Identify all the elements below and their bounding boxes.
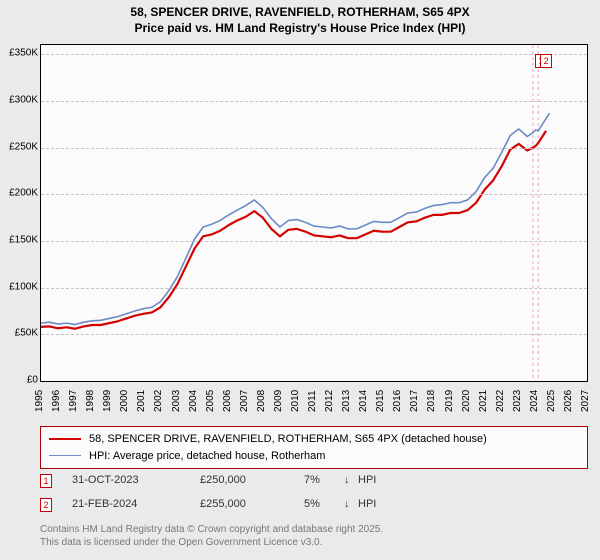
- txn-price: £255,000: [200, 498, 304, 510]
- gridline: [41, 288, 587, 289]
- copyright-line-2: This data is licensed under the Open Gov…: [40, 537, 383, 550]
- legend-row: 58, SPENCER DRIVE, RAVENFIELD, ROTHERHAM…: [49, 431, 579, 448]
- x-tick-label: 2007: [239, 390, 250, 412]
- x-tick-label: 2021: [478, 390, 489, 412]
- x-tick-label: 2010: [290, 390, 301, 412]
- x-tick-label: 2013: [341, 390, 352, 412]
- series-hpi: [41, 113, 549, 324]
- x-tick-label: 2018: [426, 390, 437, 412]
- y-tick-label: £300K: [0, 95, 40, 106]
- x-tick-label: 1999: [102, 390, 113, 412]
- x-tick-label: 1997: [68, 390, 79, 412]
- x-tick-label: 2004: [188, 390, 199, 412]
- y-tick-label: £100K: [0, 281, 40, 292]
- x-tick-label: 2011: [307, 390, 318, 412]
- x-tick-label: 1995: [34, 390, 45, 412]
- gridline: [41, 241, 587, 242]
- x-tick-label: 2027: [580, 390, 591, 412]
- txn-vs-hpi: HPI: [358, 498, 398, 510]
- title-line-1: 58, SPENCER DRIVE, RAVENFIELD, ROTHERHAM…: [0, 4, 600, 20]
- x-tick-label: 2012: [324, 390, 335, 412]
- x-tick-label: 2026: [563, 390, 574, 412]
- x-tick-label: 2015: [375, 390, 386, 412]
- x-tick-label: 2009: [273, 390, 284, 412]
- legend-label: 58, SPENCER DRIVE, RAVENFIELD, ROTHERHAM…: [89, 431, 487, 448]
- txn-vs-hpi: HPI: [358, 474, 398, 486]
- x-tick-label: 2024: [529, 390, 540, 412]
- plot-marker-2: 2: [540, 54, 552, 68]
- x-tick-label: 2005: [205, 390, 216, 412]
- x-tick-label: 2003: [171, 390, 182, 412]
- x-tick-label: 1996: [51, 390, 62, 412]
- gridline: [41, 148, 587, 149]
- y-tick-label: £150K: [0, 235, 40, 246]
- legend-label: HPI: Average price, detached house, Roth…: [89, 448, 325, 465]
- x-tick-label: 2000: [119, 390, 130, 412]
- txn-marker-2: 2: [40, 498, 52, 512]
- transaction-row: 31-OCT-2023£250,0007%↓HPI: [72, 474, 582, 486]
- y-tick-label: £200K: [0, 188, 40, 199]
- x-tick-label: 2025: [546, 390, 557, 412]
- gridline: [41, 194, 587, 195]
- y-tick-label: £350K: [0, 48, 40, 59]
- legend-swatch: [49, 455, 81, 456]
- y-tick-label: £50K: [0, 328, 40, 339]
- down-arrow-icon: ↓: [344, 474, 358, 486]
- x-tick-label: 2016: [392, 390, 403, 412]
- transaction-row: 21-FEB-2024£255,0005%↓HPI: [72, 498, 582, 510]
- x-tick-label: 2019: [444, 390, 455, 412]
- gridline: [41, 101, 587, 102]
- legend-box: 58, SPENCER DRIVE, RAVENFIELD, ROTHERHAM…: [40, 426, 588, 469]
- y-tick-label: £0: [0, 375, 40, 386]
- x-tick-label: 2006: [222, 390, 233, 412]
- gridline: [41, 334, 587, 335]
- x-tick-label: 2001: [136, 390, 147, 412]
- txn-pct: 7%: [304, 474, 344, 486]
- x-tick-label: 2014: [358, 390, 369, 412]
- txn-pct: 5%: [304, 498, 344, 510]
- series-price_paid: [41, 131, 546, 329]
- copyright: Contains HM Land Registry data © Crown c…: [40, 524, 383, 549]
- down-arrow-icon: ↓: [344, 498, 358, 510]
- x-tick-label: 2017: [409, 390, 420, 412]
- chart-lines-svg: [41, 45, 587, 381]
- chart-title: 58, SPENCER DRIVE, RAVENFIELD, ROTHERHAM…: [0, 0, 600, 42]
- x-tick-label: 2022: [495, 390, 506, 412]
- gridline: [41, 54, 587, 55]
- plot-area: 12: [40, 44, 588, 382]
- y-tick-label: £250K: [0, 141, 40, 152]
- txn-date: 21-FEB-2024: [72, 498, 200, 510]
- txn-marker-1: 1: [40, 474, 52, 488]
- title-line-2: Price paid vs. HM Land Registry's House …: [0, 20, 600, 36]
- txn-date: 31-OCT-2023: [72, 474, 200, 486]
- copyright-line-1: Contains HM Land Registry data © Crown c…: [40, 524, 383, 537]
- legend-swatch: [49, 438, 81, 440]
- x-tick-label: 2008: [256, 390, 267, 412]
- x-tick-label: 2023: [512, 390, 523, 412]
- legend-row: HPI: Average price, detached house, Roth…: [49, 448, 579, 465]
- txn-price: £250,000: [200, 474, 304, 486]
- x-tick-label: 2002: [153, 390, 164, 412]
- x-tick-label: 1998: [85, 390, 96, 412]
- x-tick-label: 2020: [461, 390, 472, 412]
